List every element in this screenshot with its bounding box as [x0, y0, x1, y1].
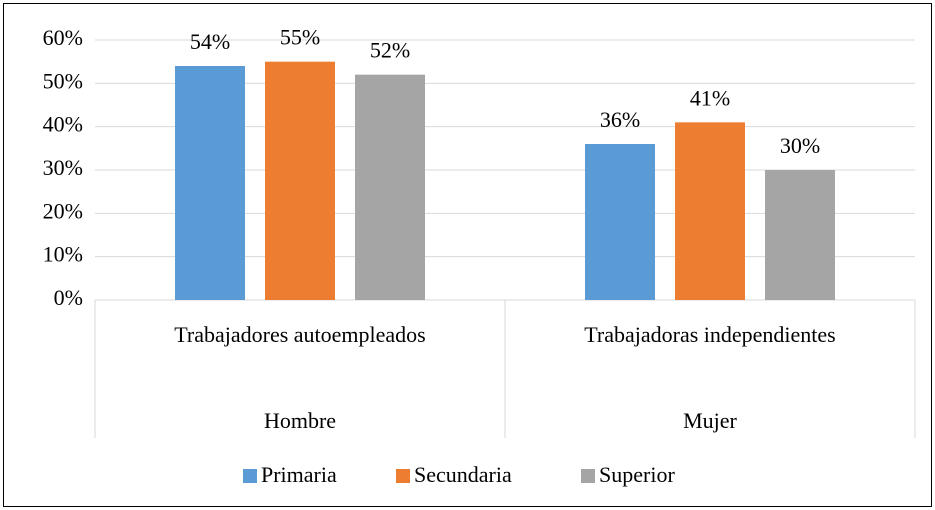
data-label: 30%	[780, 133, 820, 158]
y-tick-label: 0%	[54, 285, 83, 310]
bar	[675, 122, 745, 300]
bar	[265, 61, 335, 300]
legend-swatch	[243, 469, 257, 483]
data-label: 54%	[190, 29, 230, 54]
legend-label: Superior	[599, 462, 675, 487]
y-tick-label: 60%	[43, 25, 83, 50]
data-label: 52%	[370, 38, 410, 63]
legend-label: Secundaria	[414, 462, 512, 487]
bar	[355, 74, 425, 301]
legend-swatch	[396, 469, 410, 483]
legend-label: Primaria	[261, 462, 337, 487]
bar	[765, 170, 835, 300]
data-label: 55%	[280, 25, 320, 50]
legend-swatch	[581, 469, 595, 483]
x-tick-label: Trabajadoras independientes	[584, 322, 836, 347]
y-tick-label: 30%	[43, 155, 83, 180]
y-tick-label: 10%	[43, 242, 83, 267]
y-tick-label: 50%	[43, 68, 83, 93]
data-label: 41%	[690, 85, 730, 110]
x-group-label: Hombre	[263, 408, 337, 433]
bar	[585, 144, 655, 300]
y-tick-label: 40%	[43, 112, 83, 137]
x-group-label: Mujer	[683, 408, 737, 433]
y-tick-label: 20%	[43, 198, 83, 223]
x-tick-label: Trabajadores autoempleados	[174, 322, 426, 347]
bar	[175, 66, 245, 300]
data-label: 36%	[600, 107, 640, 132]
